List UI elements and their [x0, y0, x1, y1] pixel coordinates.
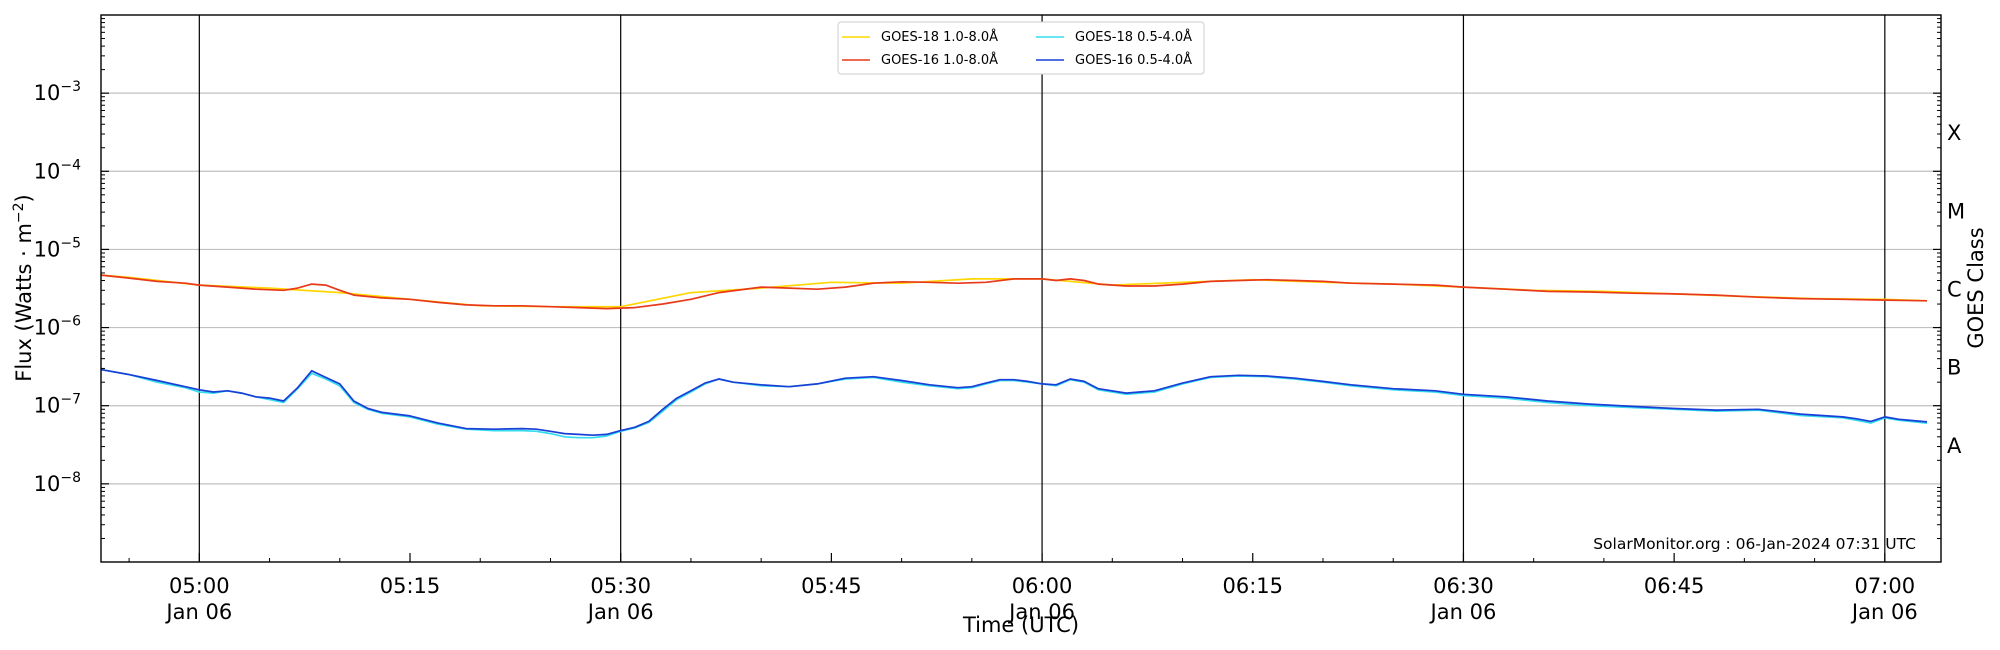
x-tick-date-0600: Jan 06 [1007, 600, 1075, 624]
x-tick-label-0600: 06:00 [1012, 574, 1073, 598]
legend-box [837, 21, 1205, 75]
series-lines [100, 274, 1928, 439]
legend-label-goes18-long: GOES-18 1.0-8.0Å [881, 29, 998, 45]
x-tick-label-0530: 05:30 [590, 574, 651, 598]
goes-class-label-x: X [1947, 121, 1961, 145]
x-tick-label-0515: 05:15 [380, 574, 441, 598]
y-tick-label-1e-7: 10−7 [34, 392, 81, 418]
x-tick-label-0630: 06:30 [1433, 574, 1494, 598]
y-tick-label-1e-8: 10−8 [34, 470, 81, 496]
solarmonitor-credit: SolarMonitor.org : 06-Jan-2024 07:31 UTC [1593, 535, 1916, 553]
x-tick-label-0500: 05:00 [169, 574, 230, 598]
x-axis-title: Time (UTC) [962, 613, 1079, 637]
y-axis-title-close: ) [12, 194, 36, 202]
y-axis-title-exponent: −2 [11, 202, 27, 223]
x-tick-date-0500: Jan 06 [164, 600, 232, 624]
x-tick-label-0645: 06:45 [1644, 574, 1705, 598]
x-tick-date-0700: Jan 06 [1850, 600, 1918, 624]
goes-class-label-m: M [1947, 199, 1965, 223]
y-tick-label-1e-4: 10−4 [34, 157, 81, 183]
y-tick-label-1e-3: 10−3 [34, 79, 81, 105]
legend-label-goes16-long: GOES-16 1.0-8.0Å [881, 52, 998, 68]
goes-class-label-b: B [1947, 356, 1961, 380]
series-line-goes16-long [100, 274, 1928, 310]
goes-class-title: GOES Class [1964, 227, 1988, 348]
major-time-lines [198, 15, 1886, 562]
y-tick-label-1e-5: 10−5 [34, 235, 81, 261]
goes-class-axis: A B C M X [1933, 92, 1965, 458]
grid-lines [101, 92, 1941, 485]
x-tick-label-0615: 06:15 [1222, 574, 1283, 598]
y-axis-title: Flux (Watts · m−2) [11, 194, 36, 382]
legend-label-goes18-short: GOES-18 0.5-4.0Å [1075, 29, 1192, 45]
x-tick-label-0545: 05:45 [801, 574, 862, 598]
legend: GOES-18 1.0-8.0Å GOES-16 1.0-8.0Å GOES-1… [837, 21, 1205, 75]
legend-label-goes16-short: GOES-16 0.5-4.0Å [1075, 52, 1192, 68]
goes-class-label-c: C [1947, 278, 1962, 302]
x-tick-date-0630: Jan 06 [1429, 600, 1497, 624]
plot-frame [100, 14, 1942, 563]
y-axis-title-main: Flux (Watts · m [12, 223, 36, 382]
y-axis: 10−8 10−7 10−6 10−5 10−4 10−3 [34, 18, 1941, 539]
x-tick-date-0530: Jan 06 [586, 600, 654, 624]
x-tick-label-0700: 07:00 [1855, 574, 1916, 598]
goes-class-label-a: A [1947, 434, 1962, 458]
y-tick-label-1e-6: 10−6 [34, 314, 81, 340]
series-line-goes16-short [100, 368, 1928, 437]
